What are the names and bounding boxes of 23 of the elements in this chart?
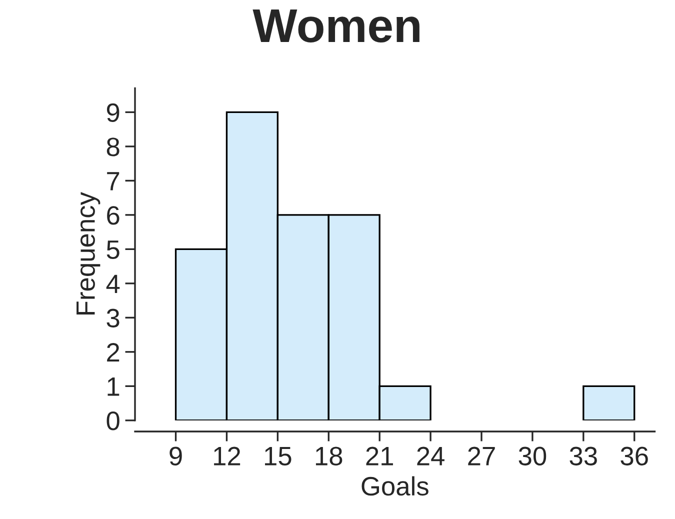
x-tick-label: 21 [366,446,393,466]
y-axis-title: Frequency [76,192,100,314]
x-tick-label: 24 [417,446,444,466]
x-tick-label: 12 [214,446,240,466]
y-tick-label: 3 [106,308,120,328]
x-tick-label: 9 [170,446,182,466]
x-tick-label: 30 [518,446,546,466]
chart-title: Women [252,10,420,42]
y-tick-label: 0 [106,412,120,430]
y-tick-label: 8 [106,138,120,156]
y-tick-label: 1 [108,378,120,396]
x-axis-title: Goals [362,476,428,496]
y-tick-label: 5 [106,240,120,259]
y-tick-label: 6 [107,206,120,225]
x-tick-label: 36 [620,446,648,466]
x-tick-label: 33 [570,446,597,466]
x-tick-label: 18 [316,446,342,466]
y-tick-label: 9 [106,103,120,122]
y-tick-label: 4 [106,274,120,293]
y-tick-label: 2 [107,343,120,362]
x-tick-label: 27 [468,446,495,466]
y-tick-label: 7 [107,172,120,190]
x-tick-label: 15 [265,447,292,466]
